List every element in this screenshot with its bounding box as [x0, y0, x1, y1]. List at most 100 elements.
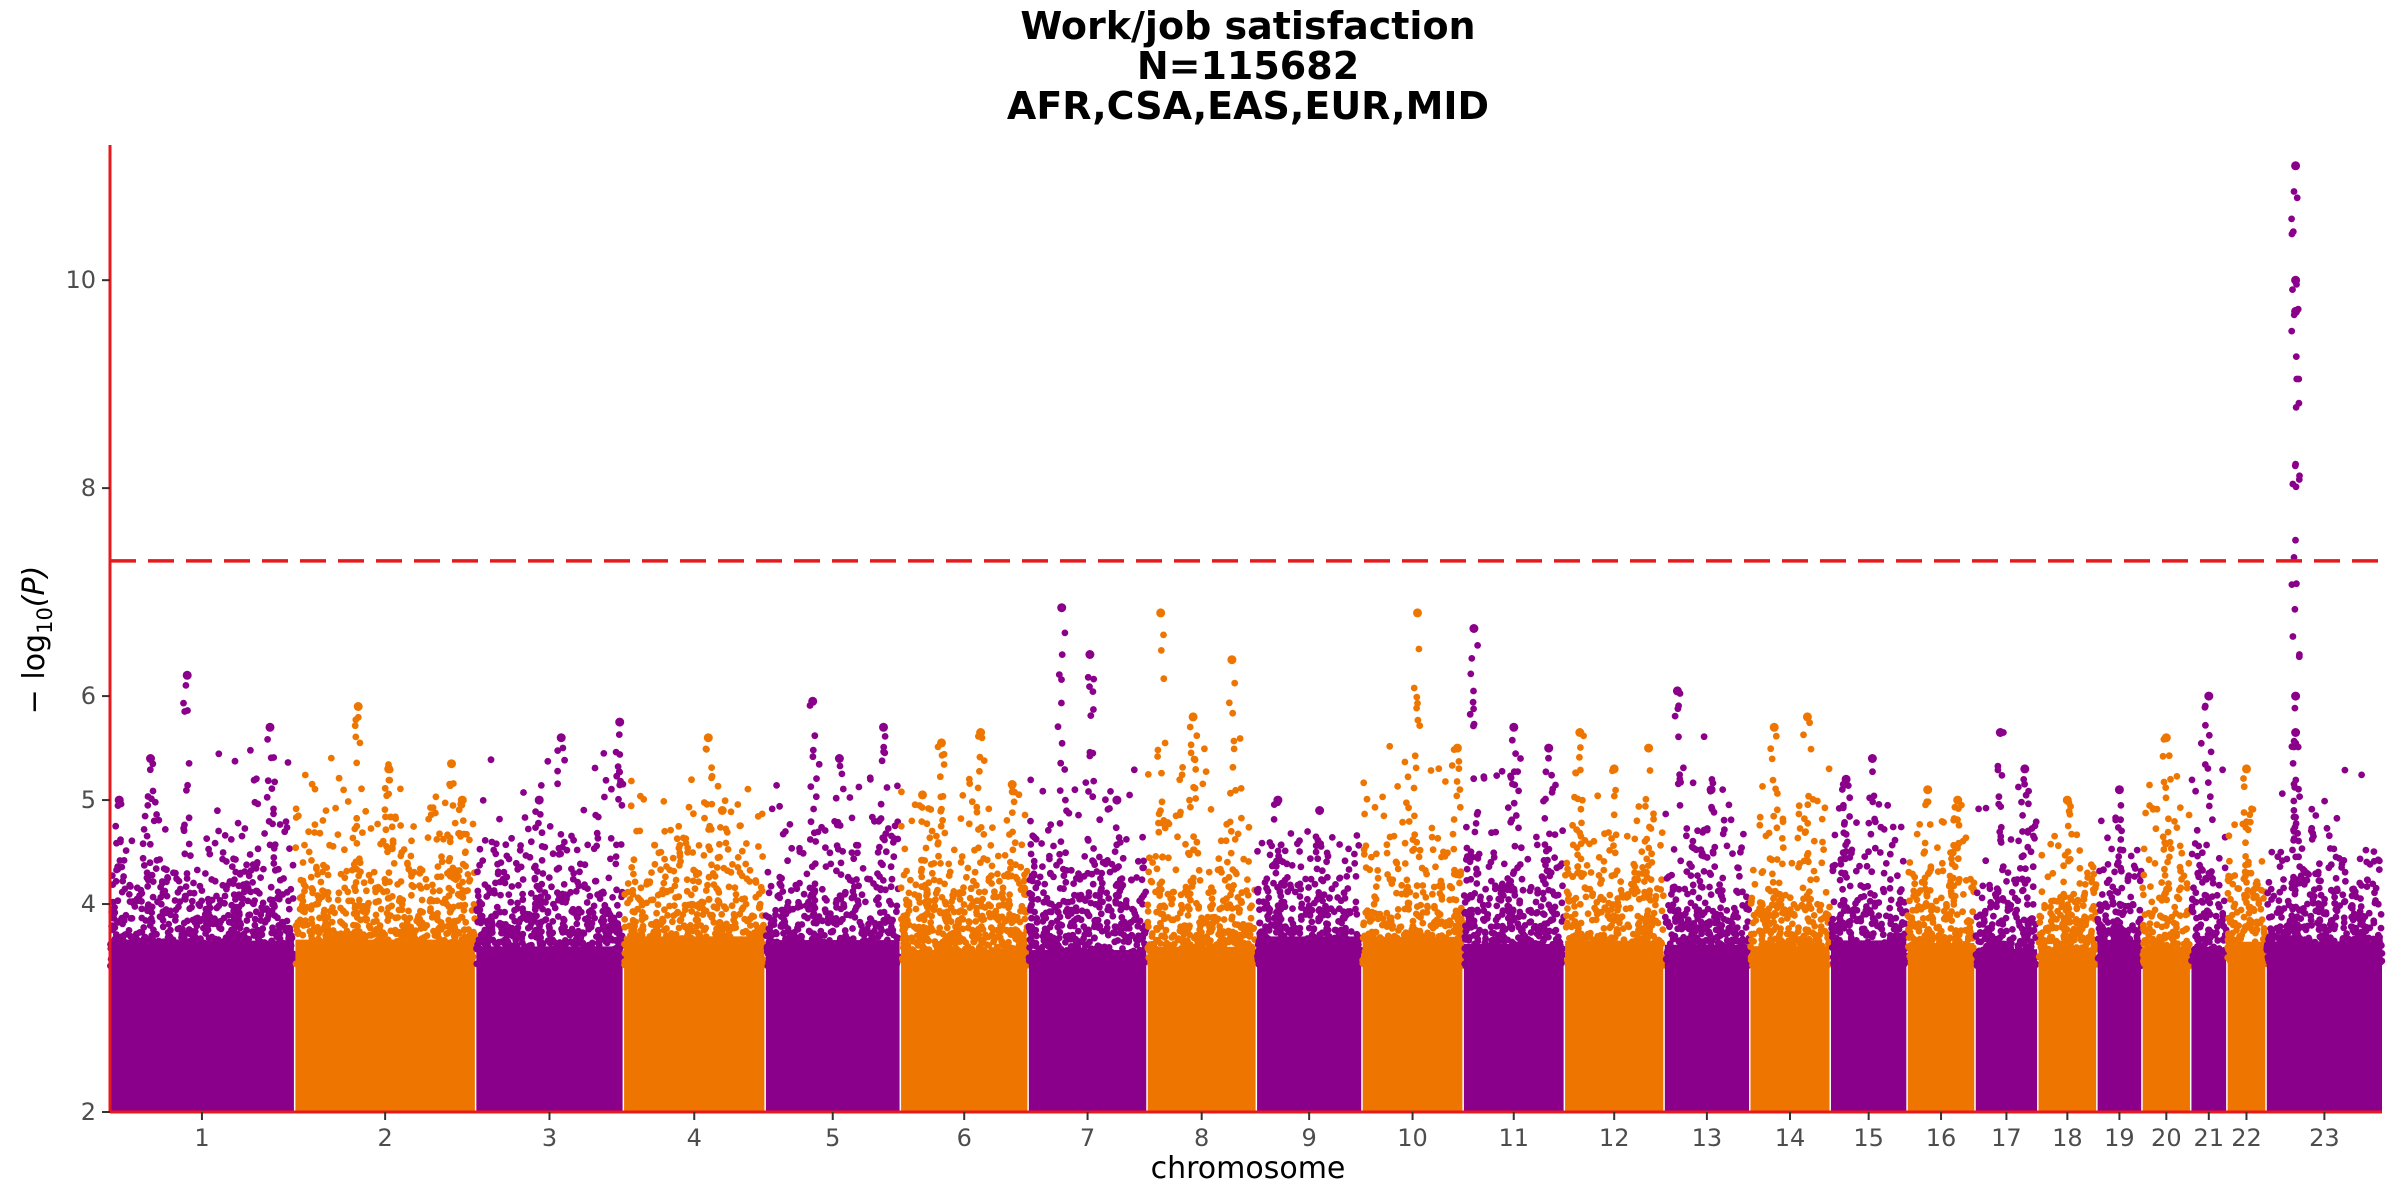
snp-point	[1033, 919, 1041, 926]
snp-point	[639, 922, 647, 930]
snp-point	[446, 834, 454, 842]
snp-point	[994, 913, 1002, 920]
snp-point	[1085, 912, 1093, 920]
snp-point	[1074, 927, 1082, 935]
snp-point	[859, 937, 867, 945]
snp-point	[1056, 820, 1064, 827]
snp-point	[1222, 837, 1230, 845]
snp-point	[1034, 895, 1042, 903]
snp-point	[142, 917, 150, 924]
snp-point	[854, 948, 861, 956]
snp-point	[1010, 798, 1018, 806]
snp-point	[883, 784, 891, 791]
snp-point	[826, 849, 834, 857]
snp-point	[453, 960, 461, 968]
snp-point	[501, 908, 508, 916]
snp-point	[715, 898, 723, 905]
snp-point	[1094, 942, 1102, 950]
snp-point	[841, 927, 849, 934]
snp-point	[646, 933, 654, 940]
snp-point	[718, 927, 726, 935]
snp-point	[836, 941, 843, 949]
snp-point	[416, 865, 424, 873]
snp-point	[450, 874, 457, 882]
snp-point	[271, 778, 279, 786]
chromosome-3-dense-points	[476, 946, 623, 1112]
snp-point	[150, 817, 158, 825]
peak-point	[976, 728, 986, 737]
snp-point	[1049, 962, 1057, 970]
snp-point	[1080, 923, 1088, 930]
snp-point	[266, 841, 274, 849]
snp-point	[980, 757, 988, 764]
snp-point	[813, 775, 820, 782]
snp-point	[940, 761, 948, 768]
snp-point	[1096, 853, 1103, 861]
snp-point	[1027, 817, 1034, 825]
snp-point	[1161, 739, 1169, 747]
snp-point	[773, 938, 781, 946]
snp-point	[405, 865, 413, 873]
snp-point	[459, 887, 467, 894]
snp-point	[1097, 910, 1105, 918]
snp-point	[353, 814, 361, 822]
snp-point	[550, 958, 557, 966]
snp-point	[988, 959, 995, 967]
snp-point	[119, 877, 127, 885]
snp-point	[937, 793, 945, 801]
snp-point	[514, 899, 521, 907]
snp-point	[1074, 938, 1082, 946]
snp-point	[996, 877, 1003, 885]
snp-point	[478, 900, 486, 908]
snp-point	[659, 918, 667, 925]
snp-point	[375, 945, 382, 953]
snp-point	[476, 861, 483, 869]
snp-point	[1090, 845, 1097, 852]
snp-point	[424, 834, 432, 841]
snp-point	[614, 901, 621, 909]
snp-point	[1057, 759, 1065, 767]
snp-point	[1117, 906, 1125, 914]
snp-point	[685, 901, 693, 909]
snp-point	[554, 747, 562, 754]
snp-point	[432, 809, 439, 817]
snp-point	[898, 788, 905, 796]
snp-point	[573, 846, 581, 854]
snp-point	[292, 844, 300, 852]
snp-point	[800, 890, 808, 898]
snp-point	[853, 876, 860, 883]
snp-point	[554, 767, 561, 775]
snp-point	[381, 876, 389, 883]
snp-point	[1096, 816, 1104, 824]
snp-point	[508, 883, 516, 890]
snp-point	[405, 907, 412, 915]
snp-point	[319, 817, 327, 824]
snp-point	[1152, 853, 1160, 860]
snp-point	[987, 924, 995, 931]
snp-point	[341, 874, 349, 882]
snp-point	[136, 929, 144, 936]
snp-point	[183, 875, 191, 882]
snp-point	[640, 795, 648, 803]
snp-point	[398, 906, 406, 914]
snp-point	[1119, 945, 1126, 952]
snp-point	[174, 939, 181, 947]
snp-point	[518, 939, 526, 947]
snp-point	[246, 851, 254, 858]
snp-point	[618, 801, 626, 809]
snp-point	[196, 882, 204, 890]
snp-point	[702, 924, 710, 932]
snp-point	[675, 893, 683, 901]
snp-point	[139, 854, 147, 862]
snp-point	[596, 895, 604, 902]
snp-point	[692, 960, 700, 967]
snp-point	[1068, 897, 1076, 905]
snp-point	[585, 925, 593, 933]
snp-point	[940, 909, 948, 917]
snp-point	[349, 834, 357, 842]
snp-point	[477, 945, 484, 953]
snp-point	[362, 807, 370, 815]
snp-point	[482, 954, 490, 962]
snp-point	[628, 777, 635, 785]
snp-point	[909, 954, 917, 962]
